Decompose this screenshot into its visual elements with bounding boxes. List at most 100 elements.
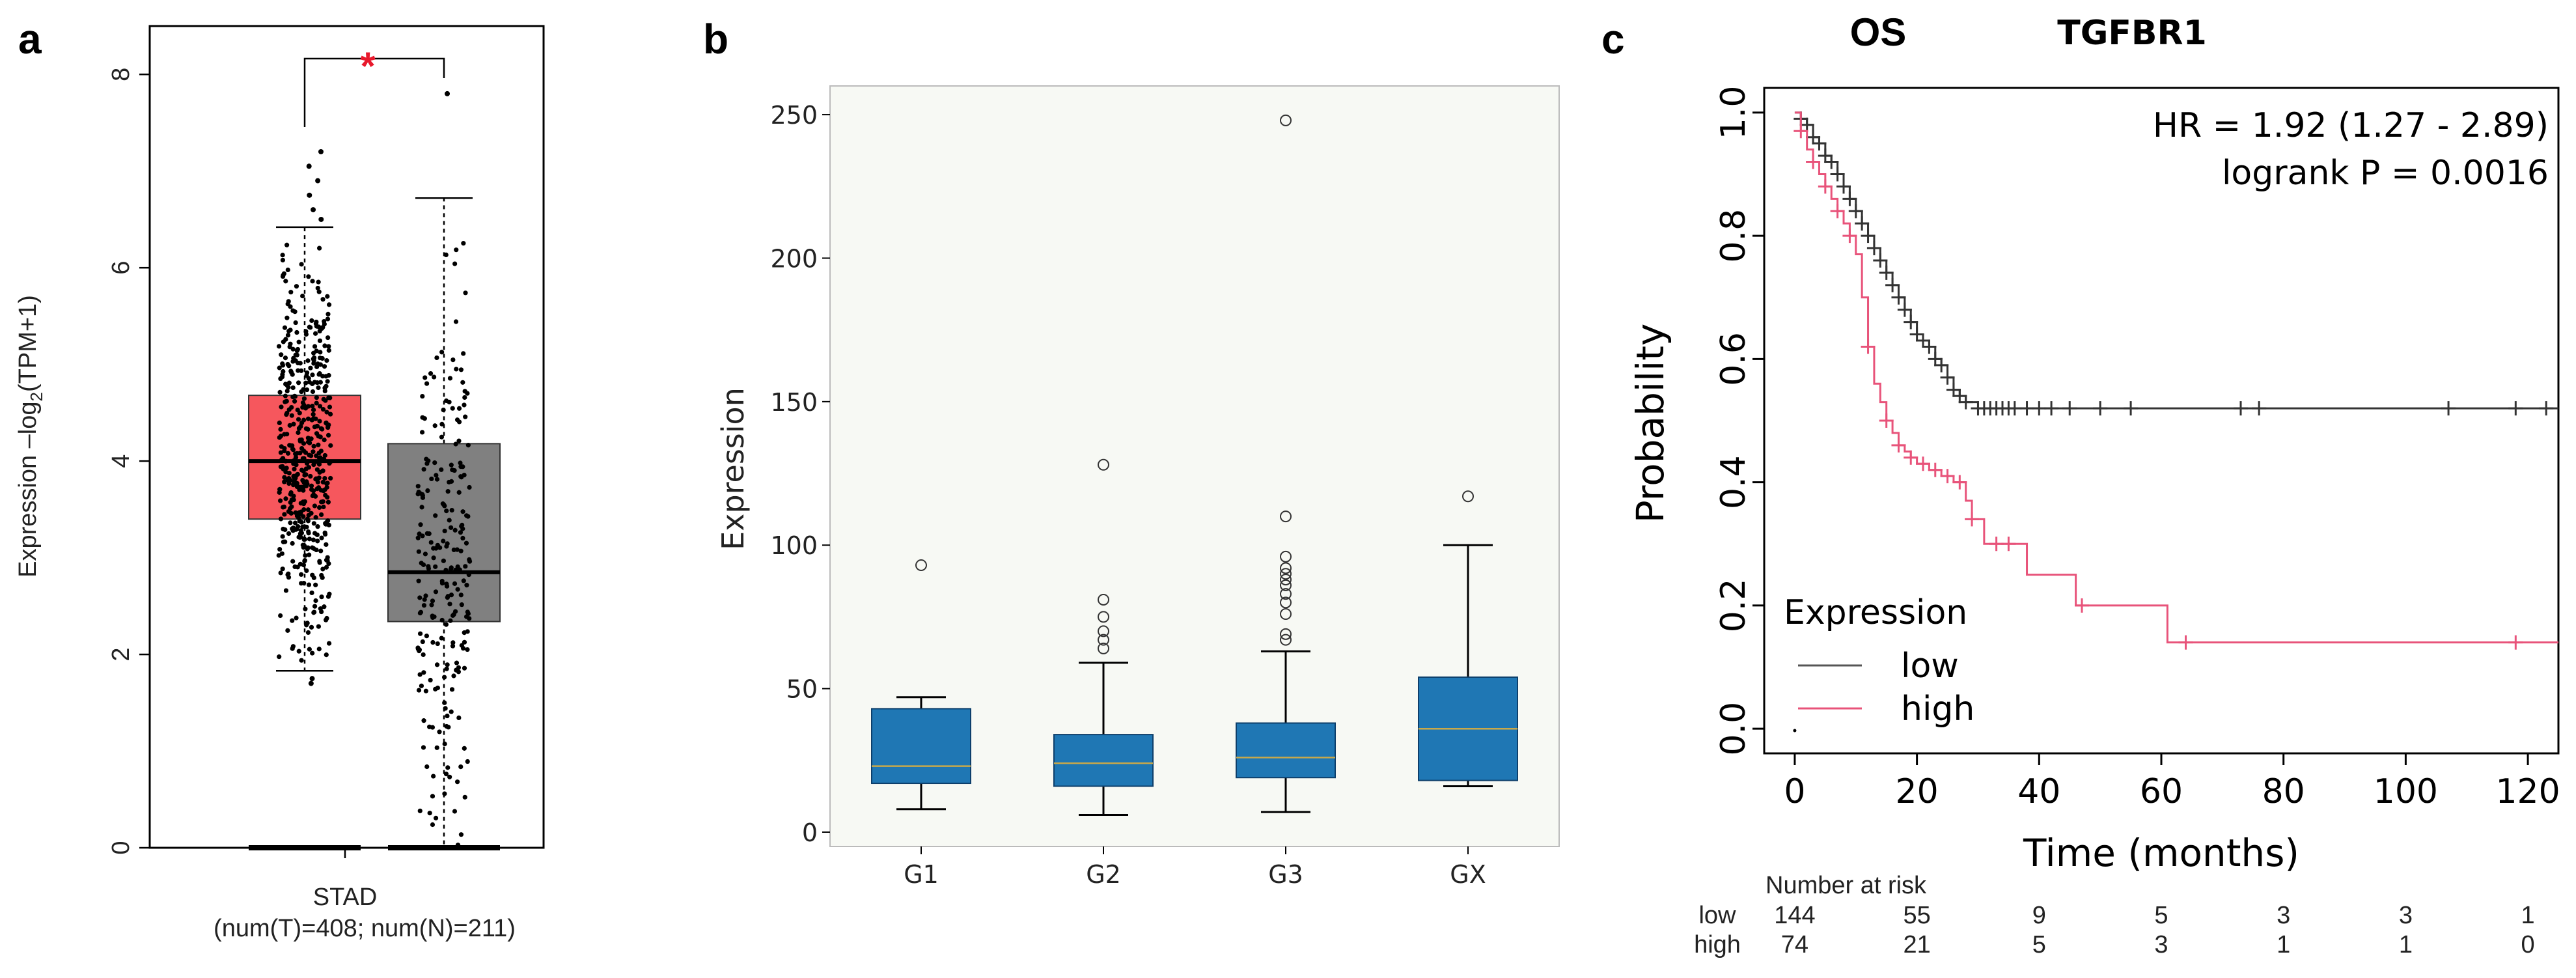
data-point xyxy=(320,297,325,302)
x-tick-label-c: 40 xyxy=(2017,772,2060,811)
data-point xyxy=(314,423,320,429)
data-point xyxy=(455,587,460,592)
data-point xyxy=(452,261,458,266)
data-point xyxy=(458,832,464,837)
data-point xyxy=(284,242,290,247)
x-tick-label-c: 100 xyxy=(2374,772,2438,811)
data-point xyxy=(294,329,299,335)
data-point xyxy=(465,759,470,764)
data-point xyxy=(307,647,312,652)
data-point xyxy=(458,764,464,770)
y-tick-label-b: 150 xyxy=(770,388,818,417)
data-point xyxy=(324,358,329,363)
data-point xyxy=(283,458,288,464)
data-point xyxy=(461,351,466,356)
data-point xyxy=(312,503,318,509)
data-point xyxy=(292,394,298,399)
data-point xyxy=(285,628,290,633)
data-point xyxy=(421,467,426,472)
data-point xyxy=(463,414,468,419)
data-point xyxy=(435,641,440,647)
data-point xyxy=(299,484,304,490)
data-point xyxy=(426,566,432,571)
data-point xyxy=(434,355,439,361)
data-point xyxy=(456,715,462,721)
data-point xyxy=(292,520,298,525)
data-point xyxy=(283,356,288,361)
panel-b: b 0 50 100 150 200 250 G1 G2 G3 GX Expression xyxy=(690,0,1601,978)
data-point xyxy=(313,515,318,520)
data-point xyxy=(465,647,470,652)
data-point xyxy=(288,443,293,448)
data-point xyxy=(291,356,296,361)
data-point xyxy=(445,713,450,719)
risk-row-label-low: low xyxy=(1698,902,1736,929)
data-point xyxy=(284,315,290,320)
data-point xyxy=(283,527,288,533)
data-point xyxy=(319,609,324,615)
data-point xyxy=(322,456,327,462)
data-point xyxy=(292,564,298,569)
legend-label-low: low xyxy=(1901,647,1959,686)
data-point xyxy=(322,318,327,324)
data-point xyxy=(312,609,317,615)
y-axis-label-a: Expression –log2(TPM+1) xyxy=(14,295,46,578)
data-point xyxy=(419,505,424,510)
data-point xyxy=(328,475,333,481)
data-point xyxy=(316,647,322,652)
data-point xyxy=(444,544,449,549)
data-point xyxy=(452,468,457,473)
x-tick-label-c: 20 xyxy=(1896,772,1939,811)
data-point xyxy=(448,618,453,623)
data-point xyxy=(325,335,331,341)
panel-a-chart: a 0 2 4 6 8 * Expression –log2(TPM+1) STAD (… xyxy=(14,16,545,942)
y-tick-label-b: 200 xyxy=(770,244,818,273)
x-tick-label-GX: GX xyxy=(1450,860,1486,889)
data-point xyxy=(460,509,465,514)
data-point xyxy=(301,441,307,446)
data-point xyxy=(284,388,290,394)
data-point xyxy=(299,468,305,473)
data-point xyxy=(454,247,459,253)
data-point xyxy=(281,339,286,344)
data-point xyxy=(292,309,298,314)
data-point xyxy=(454,779,460,785)
data-point xyxy=(421,745,426,750)
data-point xyxy=(437,545,443,550)
data-point xyxy=(424,764,430,770)
data-point xyxy=(282,475,287,480)
data-point xyxy=(326,641,332,646)
data-point xyxy=(322,343,327,348)
y-tick-label-c: 0.0 xyxy=(1714,702,1753,756)
data-point xyxy=(301,507,307,512)
data-point xyxy=(306,376,311,381)
data-point xyxy=(305,545,311,550)
data-point xyxy=(430,598,436,604)
data-point xyxy=(300,404,305,410)
data-point xyxy=(458,367,464,372)
outlier-G2 xyxy=(1098,593,1109,606)
data-point xyxy=(299,445,305,451)
data-point xyxy=(433,513,438,518)
data-point xyxy=(441,675,447,680)
data-point xyxy=(284,432,290,437)
data-point xyxy=(288,510,294,516)
data-point xyxy=(288,520,293,525)
y-tick-label-c: 0.8 xyxy=(1714,209,1753,263)
data-point xyxy=(311,449,316,454)
data-point xyxy=(299,262,304,267)
data-point xyxy=(309,453,314,458)
data-point xyxy=(303,329,309,334)
data-point xyxy=(315,361,320,367)
data-point xyxy=(459,643,464,648)
data-point xyxy=(434,745,439,750)
data-point xyxy=(322,604,327,609)
panel-letter-a: a xyxy=(18,16,42,63)
data-point xyxy=(314,324,319,329)
data-point xyxy=(425,488,430,494)
data-point xyxy=(454,660,460,665)
data-point xyxy=(458,464,464,469)
data-point xyxy=(282,512,287,517)
outlier-point xyxy=(308,680,314,686)
y-axis-label-c: Probability xyxy=(1628,324,1672,524)
